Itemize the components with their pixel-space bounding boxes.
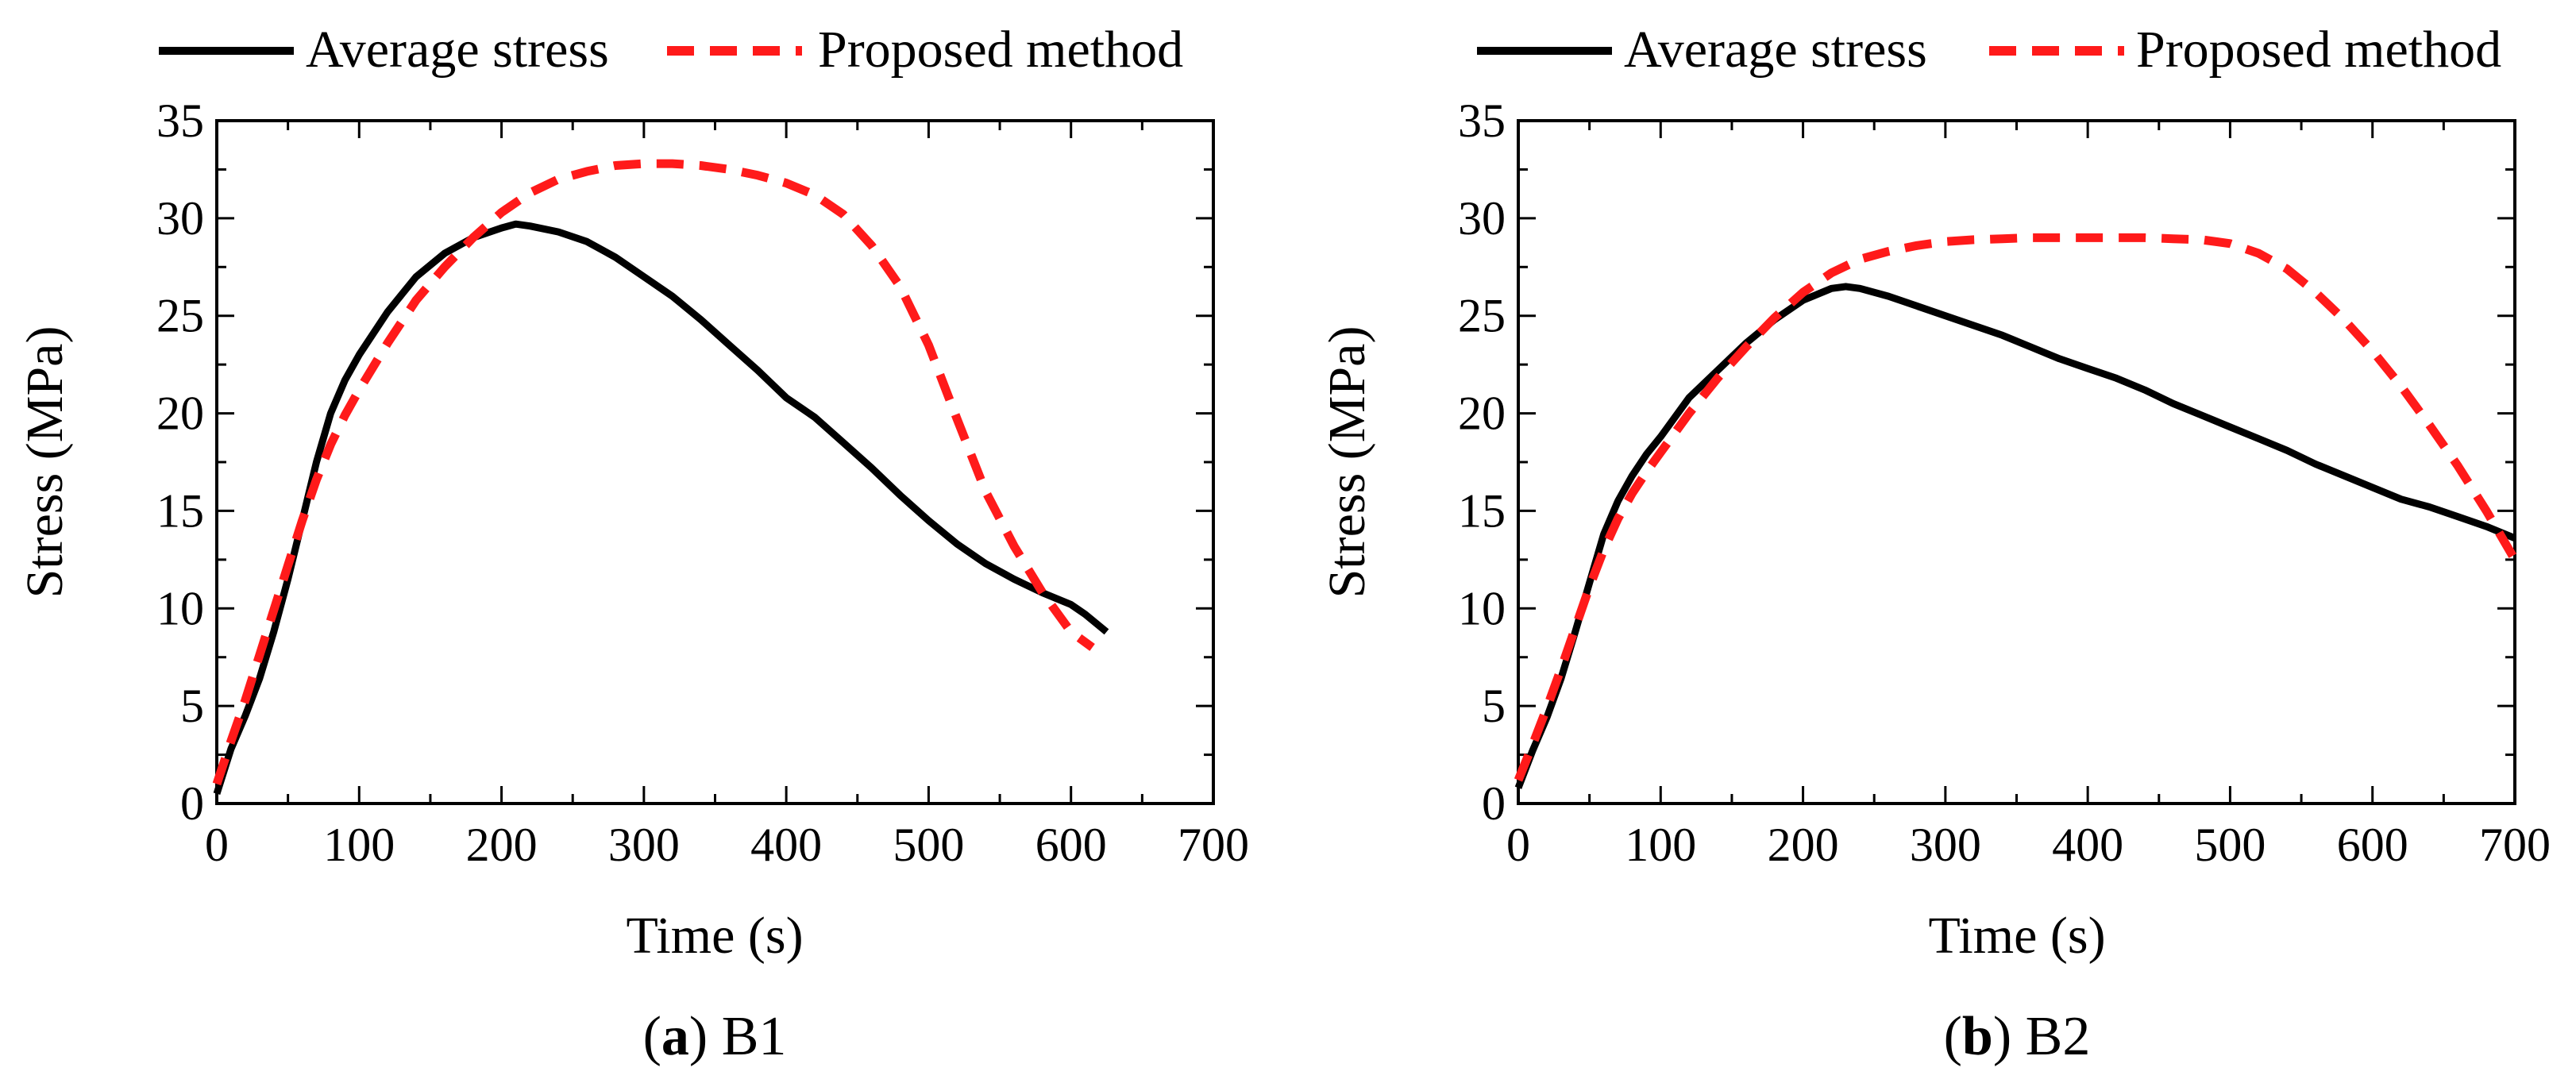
x-tick-label-b-0: 0 bbox=[1506, 819, 1530, 871]
y-tick-label-b-0: 0 bbox=[1482, 777, 1506, 830]
y-tick-label-a-1: 5 bbox=[180, 680, 204, 732]
plot-frame-a bbox=[215, 119, 1215, 805]
y-tick-label-b-2: 10 bbox=[1458, 582, 1506, 634]
x-tick-label-b-3: 300 bbox=[1910, 819, 1981, 871]
x-tick-label-b-5: 500 bbox=[2194, 819, 2266, 871]
x-tick-label-a-6: 600 bbox=[1035, 819, 1107, 871]
y-tick-label-a-4: 20 bbox=[156, 387, 204, 440]
series-b-proposed-method bbox=[1514, 233, 2519, 782]
y-ticks-a: 0 5 10 15 20 25 30 35 bbox=[156, 94, 1213, 830]
plot-frame-b bbox=[1517, 119, 2516, 805]
y-tick-label-b-5: 25 bbox=[1458, 290, 1506, 342]
series-b-average-stress bbox=[1514, 283, 2516, 789]
x-ticks-b: 0 100 200 300 400 500 600 700 bbox=[1506, 121, 2551, 871]
y-tick-label-b-1: 5 bbox=[1482, 680, 1506, 732]
x-tick-label-b-4: 400 bbox=[2052, 819, 2123, 871]
x-tick-label-b-6: 600 bbox=[2337, 819, 2408, 871]
x-tick-label-b-1: 100 bbox=[1625, 819, 1696, 871]
legend-a-solid-label: Average stress bbox=[306, 21, 609, 79]
y-axis-title-a: Stress (MPa) bbox=[16, 326, 74, 599]
y-axis-title-b: Stress (MPa) bbox=[1318, 326, 1376, 599]
y-tick-label-b-6: 30 bbox=[1458, 192, 1506, 245]
y-tick-label-b-3: 15 bbox=[1458, 484, 1506, 537]
x-tick-label-a-5: 500 bbox=[893, 819, 964, 871]
x-tick-label-b-7: 700 bbox=[2479, 819, 2551, 871]
x-axis-title-b: Time (s) bbox=[1928, 907, 2105, 965]
y-tick-label-a-5: 25 bbox=[156, 290, 204, 342]
x-tick-label-a-2: 200 bbox=[466, 819, 538, 871]
y-tick-label-a-2: 10 bbox=[156, 582, 204, 634]
legend-b: Average stress Proposed method bbox=[1477, 21, 2501, 79]
x-tick-label-a-0: 0 bbox=[205, 819, 229, 871]
y-tick-label-a-3: 15 bbox=[156, 484, 204, 537]
caption-a-letter: a bbox=[661, 1006, 689, 1067]
y-tick-label-a-7: 35 bbox=[156, 94, 204, 147]
x-tick-label-a-1: 100 bbox=[323, 819, 395, 871]
x-tick-label-b-2: 200 bbox=[1768, 819, 1839, 871]
legend-b-dashed-label: Proposed method bbox=[2136, 21, 2501, 79]
y-tick-label-b-4: 20 bbox=[1458, 387, 1506, 440]
y-tick-label-a-6: 30 bbox=[156, 192, 204, 245]
caption-b-name: B2 bbox=[2026, 1006, 2091, 1067]
caption-b-letter: b bbox=[1962, 1006, 1993, 1067]
panel-a: Average stress Proposed method 0 100 200 30… bbox=[16, 21, 1249, 1067]
panel-b: Average stress Proposed method 0 100 200 30… bbox=[1318, 21, 2551, 1067]
caption-a-name: B1 bbox=[722, 1006, 787, 1067]
caption-a: (a) B1 bbox=[643, 1006, 787, 1067]
x-tick-label-a-4: 400 bbox=[750, 819, 822, 871]
y-ticks-b: 0 5 10 15 20 25 30 35 bbox=[1458, 94, 2515, 830]
legend-a-dashed-label: Proposed method bbox=[818, 21, 1183, 79]
legend-a: Average stress Proposed method bbox=[159, 21, 1183, 79]
caption-b: (b) B2 bbox=[1944, 1006, 2091, 1067]
series-a-proposed-method bbox=[212, 159, 1095, 786]
x-ticks-a: 0 100 200 300 400 500 600 700 bbox=[205, 121, 1249, 871]
y-tick-label-b-7: 35 bbox=[1458, 94, 1506, 147]
legend-b-solid-label: Average stress bbox=[1624, 21, 1927, 79]
series-a-average-stress bbox=[213, 220, 1109, 796]
y-tick-label-a-0: 0 bbox=[180, 777, 204, 830]
x-tick-label-a-7: 700 bbox=[1178, 819, 1249, 871]
x-axis-title-a: Time (s) bbox=[626, 907, 803, 965]
x-tick-label-a-3: 300 bbox=[608, 819, 680, 871]
